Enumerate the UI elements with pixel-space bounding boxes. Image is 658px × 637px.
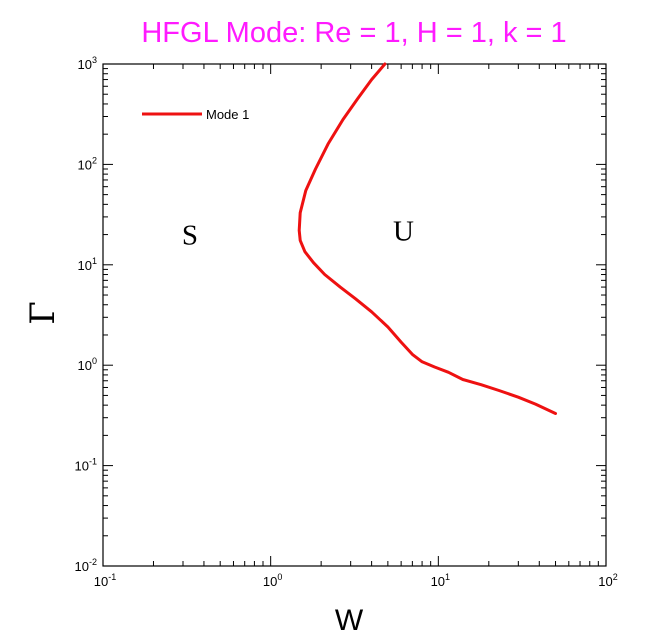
series-layer xyxy=(297,62,557,415)
y-tick-label: 102 xyxy=(78,155,97,172)
x-tick-label: 101 xyxy=(431,572,450,589)
x-tick-label: 10-1 xyxy=(94,572,116,589)
legend-label-mode-1: Mode 1 xyxy=(206,107,249,122)
y-tick-label: 100 xyxy=(78,356,97,373)
y-tick-labels: 10-2 10-1 100 101 102 103 xyxy=(75,55,97,574)
x-axis-label: W xyxy=(335,604,364,637)
region-label-s: S xyxy=(182,220,198,252)
x-tick-label: 102 xyxy=(598,572,617,589)
chart-title: HFGL Mode: Re = 1, H = 1, k = 1 xyxy=(141,17,566,49)
legend: Mode 1 xyxy=(142,107,249,122)
plot-border xyxy=(102,63,607,567)
x-tick-label: 100 xyxy=(263,572,282,589)
y-tick-label: 10-1 xyxy=(75,457,97,474)
y-tick-label: 103 xyxy=(78,55,97,72)
y-tick-label: 101 xyxy=(78,256,97,273)
series-line-mode-1 xyxy=(297,62,557,415)
plot-frame xyxy=(102,63,607,567)
y-tick-label: 10-2 xyxy=(75,557,97,574)
major-ticks xyxy=(102,63,607,567)
x-tick-labels: 10-1 100 101 102 xyxy=(94,572,618,589)
minor-ticks xyxy=(103,64,606,566)
y-axis-label: Γ xyxy=(23,301,63,325)
region-label-u: U xyxy=(393,215,414,247)
